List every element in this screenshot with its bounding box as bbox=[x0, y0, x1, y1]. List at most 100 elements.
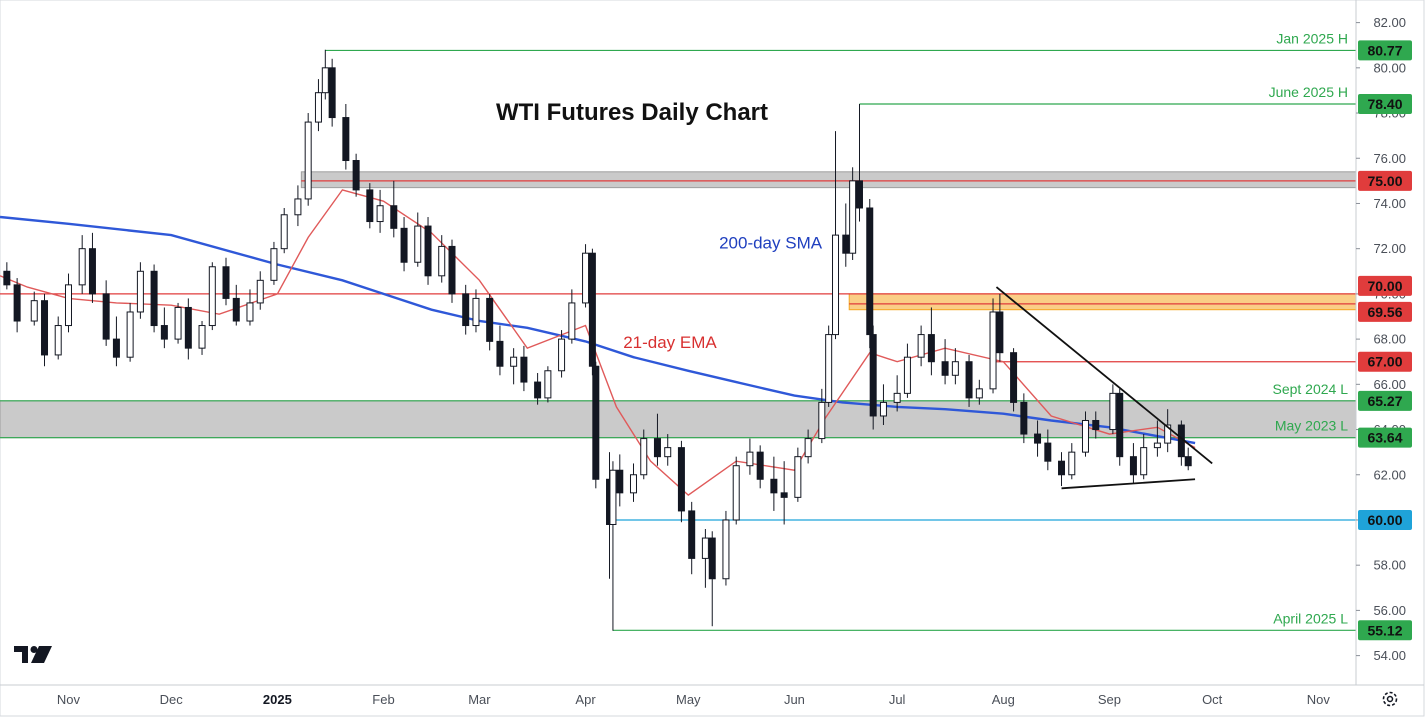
candle bbox=[510, 348, 518, 385]
candle bbox=[1020, 393, 1028, 444]
candle-body-down bbox=[965, 361, 973, 399]
candle bbox=[280, 207, 288, 254]
zone-0 bbox=[300, 171, 1357, 189]
candle bbox=[756, 445, 764, 489]
series-line-0 bbox=[0, 215, 1196, 445]
price-tag-label-0: 80.77 bbox=[1367, 42, 1402, 58]
time-axis[interactable]: Nov Dec 2025 Feb Mar Apr May Jun Jul Aug Sep Oct Nov bbox=[57, 692, 1330, 707]
candle-body-up bbox=[256, 279, 264, 304]
candle bbox=[1129, 443, 1137, 484]
candle-body-down bbox=[366, 189, 374, 223]
candle-body-down bbox=[688, 510, 696, 559]
candle-body-down bbox=[232, 297, 240, 322]
candle-body-down bbox=[869, 334, 877, 417]
candle bbox=[927, 307, 935, 376]
candle bbox=[112, 316, 120, 367]
candle bbox=[770, 456, 778, 511]
price-tag-7 bbox=[1358, 427, 1412, 448]
candle-body-down bbox=[770, 478, 778, 494]
candle-body-up bbox=[1109, 392, 1117, 431]
candle bbox=[989, 298, 997, 394]
candle bbox=[13, 278, 21, 333]
price-tag-label-4: 69.56 bbox=[1367, 304, 1402, 320]
candle-body-up bbox=[818, 401, 826, 440]
candle bbox=[294, 185, 302, 227]
candle bbox=[496, 325, 504, 376]
price-tag-label-8: 60.00 bbox=[1367, 512, 1402, 528]
candle bbox=[304, 113, 312, 206]
price-axis[interactable]: 54.0056.0058.0060.0062.0064.0066.0068.00… bbox=[1356, 15, 1406, 663]
candle bbox=[903, 343, 911, 398]
gear-icon[interactable] bbox=[1382, 691, 1398, 707]
candle-body-up bbox=[903, 356, 911, 394]
candle-body-down bbox=[996, 311, 1004, 354]
candle-body-up bbox=[1081, 419, 1089, 453]
candle bbox=[256, 271, 264, 310]
zone-2 bbox=[0, 400, 1357, 439]
candle-body-down bbox=[3, 270, 11, 286]
candle bbox=[136, 262, 144, 319]
candle-body-down bbox=[1010, 352, 1018, 403]
price-tag-label-5: 67.00 bbox=[1367, 354, 1402, 370]
candle-body-up bbox=[558, 338, 566, 372]
candle-body-up bbox=[174, 306, 182, 340]
candle bbox=[30, 291, 38, 326]
candle-body-down bbox=[855, 180, 863, 209]
candle bbox=[54, 316, 62, 360]
candle-body-up bbox=[321, 67, 329, 94]
candle-body-up bbox=[270, 248, 278, 281]
candle bbox=[198, 321, 206, 355]
candle bbox=[592, 361, 600, 489]
annotation-0: 200-day SMA bbox=[719, 234, 823, 253]
candle bbox=[150, 264, 158, 333]
candle-body-down bbox=[160, 325, 168, 340]
y-tick-label: 58.00 bbox=[1373, 558, 1406, 573]
candle-body-down bbox=[1116, 392, 1124, 458]
candle-body-down bbox=[708, 537, 716, 580]
candle bbox=[869, 325, 877, 430]
candle bbox=[472, 289, 480, 333]
candle-body-up bbox=[975, 388, 983, 399]
candle bbox=[832, 131, 840, 340]
candle bbox=[732, 456, 740, 525]
candle bbox=[818, 388, 826, 444]
candle-body-up bbox=[1068, 451, 1076, 476]
series-line-1 bbox=[0, 189, 1196, 496]
candle bbox=[520, 345, 528, 392]
candle bbox=[414, 212, 422, 267]
candle bbox=[866, 198, 874, 349]
price-tag-label-9: 55.12 bbox=[1367, 622, 1402, 638]
candle bbox=[855, 103, 863, 222]
x-tick-label: Mar bbox=[468, 692, 491, 707]
candle bbox=[486, 293, 494, 351]
candle bbox=[448, 239, 456, 303]
candle bbox=[588, 248, 596, 376]
candle bbox=[126, 302, 134, 362]
candle-body-down bbox=[1092, 419, 1100, 431]
candle-body-down bbox=[1129, 456, 1137, 476]
candle-body-down bbox=[390, 205, 398, 229]
candle-body-up bbox=[510, 356, 518, 367]
candle bbox=[708, 531, 716, 627]
candle bbox=[400, 217, 408, 272]
candle bbox=[941, 339, 949, 385]
candle bbox=[390, 180, 398, 238]
candle bbox=[780, 461, 788, 525]
candle bbox=[951, 348, 959, 385]
x-tick-label: Oct bbox=[1202, 692, 1223, 707]
candle-body-down bbox=[342, 117, 350, 162]
x-tick-label: Dec bbox=[160, 692, 184, 707]
candle bbox=[653, 413, 661, 466]
candle bbox=[328, 58, 336, 127]
candle-body-up bbox=[732, 465, 740, 521]
price-tag-0 bbox=[1358, 40, 1412, 61]
level-label-6: Sept 2024 L bbox=[1272, 381, 1348, 397]
candle bbox=[794, 447, 802, 502]
candle bbox=[965, 354, 973, 407]
x-tick-label: Apr bbox=[575, 692, 596, 707]
x-tick-label: Nov bbox=[57, 692, 81, 707]
candle-body-up bbox=[30, 300, 38, 322]
tradingview-logo[interactable] bbox=[14, 646, 52, 663]
series-layer bbox=[0, 189, 1196, 496]
